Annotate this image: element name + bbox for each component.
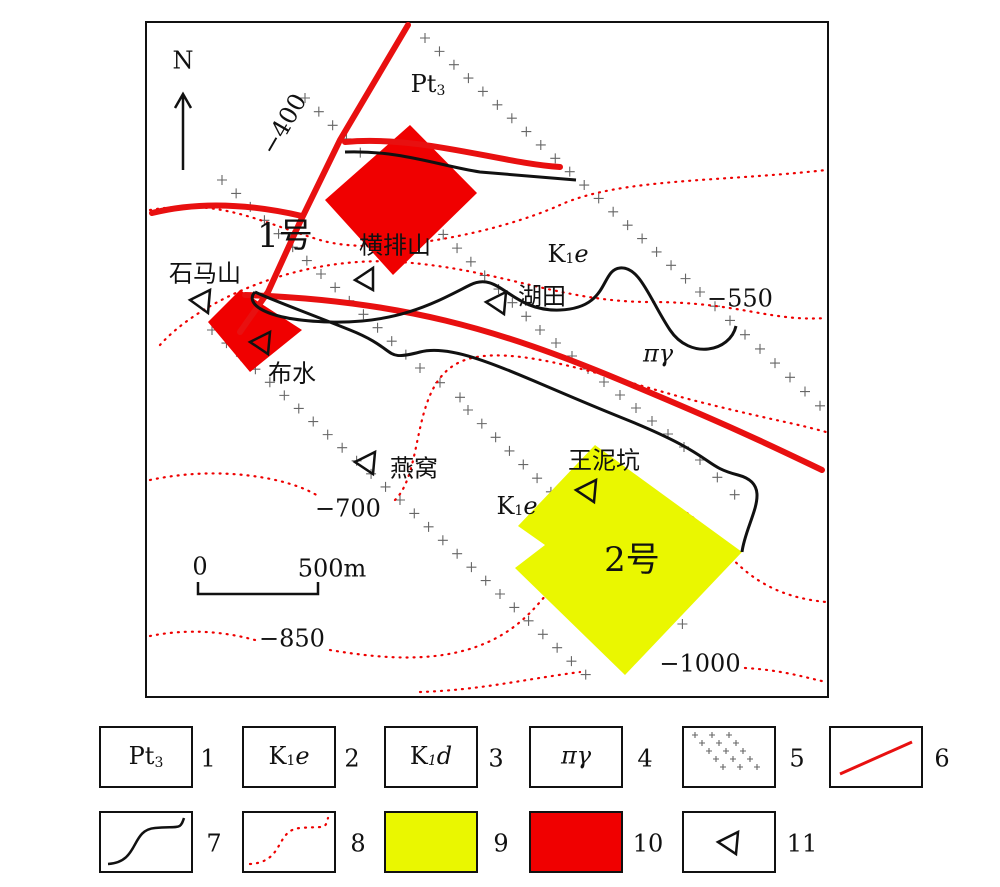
contour-label: −850 <box>259 625 325 653</box>
ore-body-1b <box>208 290 302 372</box>
legend-number: 2 <box>344 745 359 773</box>
legend-number: 1 <box>200 745 215 773</box>
map-frame <box>145 21 829 698</box>
deposit-label: 1号 <box>257 216 313 256</box>
contour <box>158 260 828 347</box>
fault <box>237 22 411 335</box>
legend-number: 3 <box>488 745 503 773</box>
place-label: 石马山 <box>169 260 241 288</box>
legend-granite <box>692 732 760 770</box>
granite-band <box>709 732 743 770</box>
legend-box <box>682 811 776 873</box>
north-arrow <box>173 91 193 170</box>
granite-band <box>207 325 591 680</box>
location-marker <box>352 265 375 293</box>
legend-number: 4 <box>637 745 652 773</box>
place-label: 王泥坑 <box>568 447 640 475</box>
legend-number: 10 <box>633 830 664 858</box>
legend-box <box>529 726 623 788</box>
legend-symbol: Pt3 <box>129 742 164 772</box>
legend-number: 6 <box>934 745 949 773</box>
fault <box>342 137 563 170</box>
place-label: 布水 <box>268 360 316 388</box>
legend-box <box>99 726 193 788</box>
legend-box <box>829 726 923 788</box>
scale-bar <box>196 582 320 596</box>
place-label: 湖田 <box>518 283 566 311</box>
legend-number: 11 <box>787 830 818 858</box>
contact <box>344 150 577 182</box>
legend-number: 7 <box>206 830 221 858</box>
location-marker <box>247 329 272 357</box>
legend-box <box>384 726 478 788</box>
rock-label: Pt3 <box>411 70 446 100</box>
rock-label: K1e <box>496 492 537 520</box>
legend-box <box>384 811 478 873</box>
north-label: N <box>173 47 194 75</box>
legend-number: 8 <box>350 830 365 858</box>
contour-label: −400 <box>255 89 312 160</box>
legend-fault <box>839 740 913 776</box>
legend-box <box>242 726 336 788</box>
legend: Pt3 1 K1e 2 K1d 3 πγ 4 5 6 7 8 9 10 11 <box>99 726 950 873</box>
fault <box>242 292 825 473</box>
rock-label: πγ <box>642 340 674 368</box>
contour-label: −1000 <box>659 650 740 678</box>
place-label: 燕窝 <box>390 455 438 483</box>
contour <box>418 666 828 694</box>
fault <box>149 202 305 219</box>
location-marker <box>187 287 212 316</box>
contour-label: −550 <box>707 285 773 313</box>
legend-symbol: K1e <box>268 742 309 770</box>
legend-symbol: K1d <box>410 742 452 770</box>
granite-band <box>726 732 760 770</box>
granite-bands <box>207 33 825 680</box>
rock-label: K1e <box>547 240 588 268</box>
location-marker <box>352 449 377 477</box>
location-marker <box>573 477 598 505</box>
legend-number: 9 <box>493 830 508 858</box>
scale-start: 0 <box>192 553 207 581</box>
legend-symbol: πγ <box>560 742 592 770</box>
legend-box <box>529 811 623 873</box>
contact <box>254 290 759 553</box>
location-marker <box>483 289 508 317</box>
legend-contour <box>248 816 330 866</box>
contour <box>148 168 828 248</box>
contour <box>148 354 828 502</box>
legend-number: 5 <box>789 745 804 773</box>
deposit-label: 2号 <box>604 540 660 580</box>
granite-band <box>420 33 825 411</box>
granite-band <box>692 732 726 770</box>
contour-label: −700 <box>315 495 381 523</box>
ore-body-2 <box>515 445 742 675</box>
legend-marker <box>715 829 740 857</box>
legend-contact <box>107 817 186 866</box>
place-label: 横排山 <box>359 232 431 260</box>
scale-end: 500m <box>298 555 367 583</box>
contour <box>148 500 828 659</box>
